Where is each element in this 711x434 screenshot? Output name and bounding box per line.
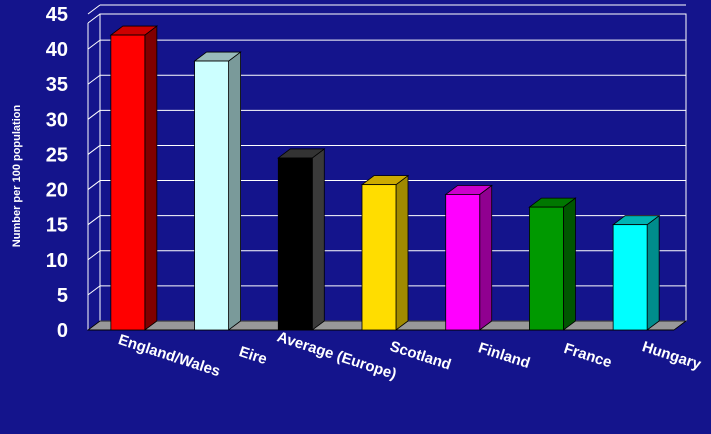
gridline-depth [87,39,101,50]
bar-side [563,197,576,331]
bar-front [194,60,229,331]
y-tick-label: 15 [46,215,68,237]
y-axis-label: Number per 100 population [11,105,23,248]
gridline-depth [87,109,101,120]
y-tick-label: 45 [46,4,68,26]
y-tick-label: 40 [46,39,68,61]
gridline-depth [87,215,101,226]
y-tick-label: 5 [57,285,68,307]
gridline-depth [87,250,101,261]
gridline-depth [87,145,101,155]
bar-side [395,174,409,331]
y-tick-label: 35 [46,74,68,96]
gridline-depth [87,74,101,85]
bar-side [311,148,325,331]
bar-front [612,224,648,331]
bars [109,25,661,331]
left-wall-top-edge [87,13,101,24]
bar [277,148,326,331]
y-tick-label: 25 [46,144,68,166]
bar-side [646,214,660,331]
bar-front [110,34,146,331]
y-tick-label: 10 [46,250,68,272]
bar [444,184,493,331]
bar [528,197,577,331]
bar-side [144,25,158,331]
bar-side [228,51,241,331]
y-tick-label: 20 [46,180,68,202]
bar [109,25,159,331]
bar-front [277,157,313,331]
gridline-depth [87,180,101,190]
bar-front [529,206,564,331]
bar-side [479,184,493,331]
bar [360,174,410,331]
bar-front [361,184,397,331]
bar [193,51,242,331]
y-tick-label: 0 [57,320,68,342]
gridline-depth [87,285,101,296]
bar-front [445,194,481,331]
bar [611,214,661,331]
gridline-depth [87,4,101,15]
y-tick-labels: 0 5 10 15 20 25 30 35 40 45 [46,4,68,342]
y-tick-label: 30 [46,109,68,131]
